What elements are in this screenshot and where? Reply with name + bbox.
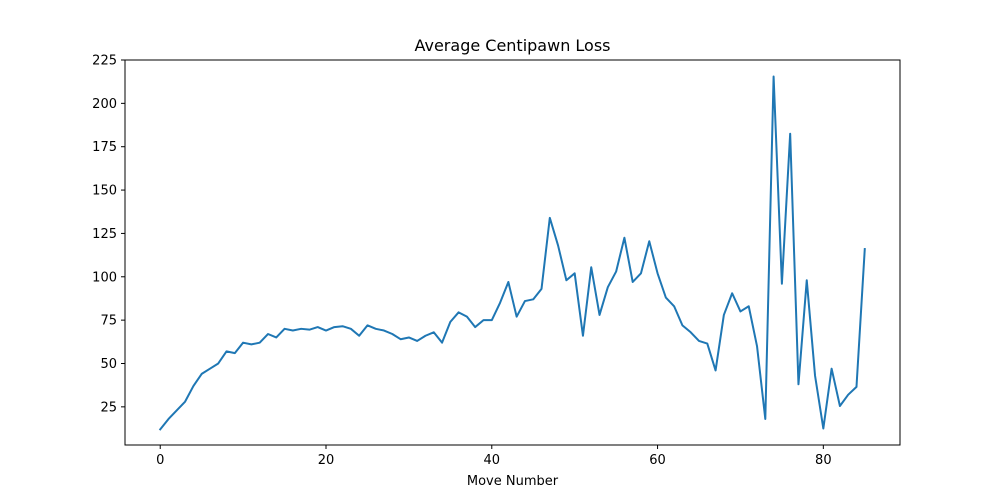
- x-tick-label: 80: [815, 453, 832, 468]
- y-tick-label: 150: [92, 184, 117, 199]
- x-tick-label: 60: [649, 453, 666, 468]
- plot-frame: [124, 59, 901, 446]
- x-axis-label: Move Number: [467, 474, 559, 489]
- series-line: [158, 75, 866, 431]
- y-tick-label: 175: [92, 140, 117, 155]
- y-tick-label: 200: [92, 97, 117, 112]
- y-tick-label: 75: [100, 314, 117, 329]
- y-tick-label: 125: [92, 227, 117, 242]
- y-tick-label: 100: [92, 270, 117, 285]
- x-tick-label: 40: [484, 453, 501, 468]
- y-tick-label: 25: [100, 400, 117, 415]
- y-tick-label: 50: [100, 357, 117, 372]
- x-tick-label: 0: [156, 453, 164, 468]
- y-tick-label: 225: [92, 54, 117, 69]
- x-tick-label: 20: [318, 453, 335, 468]
- chart-title: Average Centipawn Loss: [414, 36, 610, 55]
